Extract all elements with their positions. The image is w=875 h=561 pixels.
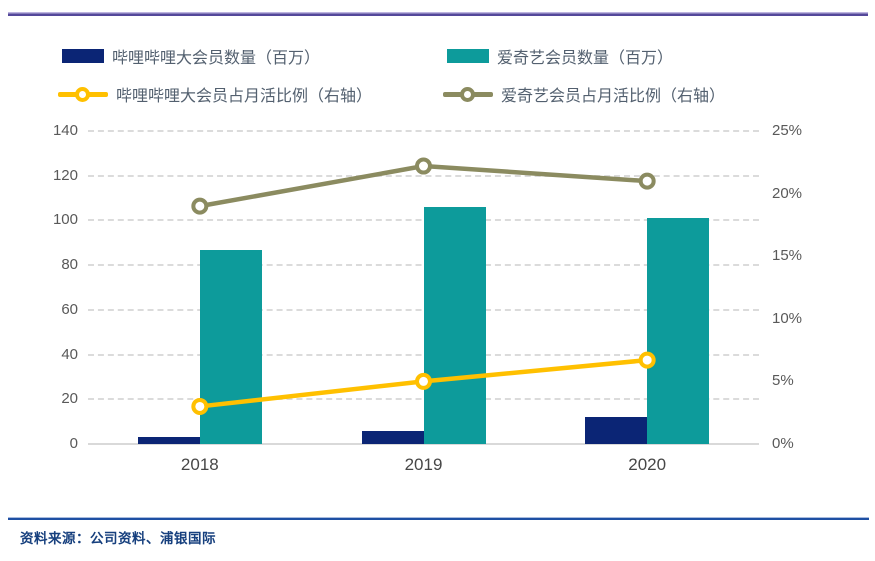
left-axis-tick: 100: [52, 211, 78, 229]
left-axis-tick: 20: [61, 390, 78, 408]
right-axis-tick: 5%: [772, 372, 794, 390]
left-axis-tick: 40: [61, 345, 78, 363]
x-axis-category-labels: 2018 2019 2020: [88, 455, 759, 479]
left-axis-tick: 0: [69, 435, 78, 452]
data-point-marker: [638, 351, 656, 369]
right-axis-tick-labels: 0% 5% 10% 15% 20% 25%: [772, 122, 842, 452]
plot-area: [88, 130, 759, 445]
bottom-divider: [8, 517, 869, 520]
legend-label: 爱奇艺会员数量（百万）: [497, 50, 674, 67]
right-axis-tick: 10%: [772, 309, 803, 327]
left-axis-tick: 120: [52, 166, 78, 184]
bar-2019: [423, 207, 486, 444]
right-axis-tick: 20%: [772, 184, 803, 202]
legend-bar-swatch-bili: [62, 49, 104, 63]
top-divider: [8, 12, 868, 16]
left-axis-tick: 60: [61, 300, 78, 318]
legend-circle-marker-icon: [75, 87, 90, 102]
data-point-marker: [415, 157, 432, 175]
bar-2019: [361, 430, 424, 444]
right-axis-tick: 0%: [772, 435, 794, 452]
data-point-marker: [415, 372, 432, 390]
right-axis-tick: 15%: [772, 247, 803, 265]
legend-item-iqiyi-ratio: 爱奇艺会员占月活比例（右轴）: [443, 84, 726, 105]
left-axis-tick: 140: [52, 122, 78, 139]
bar-2020: [647, 218, 710, 444]
left-axis-tick-labels: 0 20 40 60 80 100 120 140: [28, 122, 78, 452]
bar-2018: [137, 437, 200, 444]
legend-item-bili-ratio: 哔哩哔哩大会员占月活比例（右轴）: [58, 84, 373, 105]
x-axis-line: [88, 443, 759, 445]
data-point-marker: [191, 397, 209, 415]
data-point-marker: [638, 172, 656, 190]
legend-line-marker-icon-iqiyi: [443, 86, 493, 102]
x-axis-label-2018: 2018: [180, 455, 219, 474]
legend-bar-swatch-iqiyi: [447, 49, 489, 63]
x-axis-label-2019: 2019: [404, 455, 443, 474]
legend-line-marker-icon-bili: [58, 86, 108, 102]
left-axis-tick: 80: [61, 256, 78, 274]
gridline: [88, 130, 759, 132]
source-note: 资料来源：公司资料、浦银国际: [20, 531, 216, 546]
right-axis-tick: 25%: [772, 122, 803, 139]
legend-label: 哔哩哔哩大会员数量（百万）: [112, 50, 321, 67]
legend-label: 哔哩哔哩大会员占月活比例（右轴）: [116, 88, 373, 105]
gridline: [88, 174, 759, 177]
bar-2020: [585, 417, 648, 444]
line-series-layer: [191, 157, 656, 415]
legend-item-iqiyi-members: 爱奇艺会员数量（百万）: [447, 46, 674, 67]
x-axis-label-2020: 2020: [628, 455, 667, 474]
legend-circle-marker-icon: [460, 87, 475, 102]
bar-2018: [199, 249, 262, 444]
data-point-marker: [191, 197, 209, 215]
legend-item-bili-members: 哔哩哔哩大会员数量（百万）: [62, 46, 321, 67]
legend-label: 爱奇艺会员占月活比例（右轴）: [501, 88, 726, 105]
